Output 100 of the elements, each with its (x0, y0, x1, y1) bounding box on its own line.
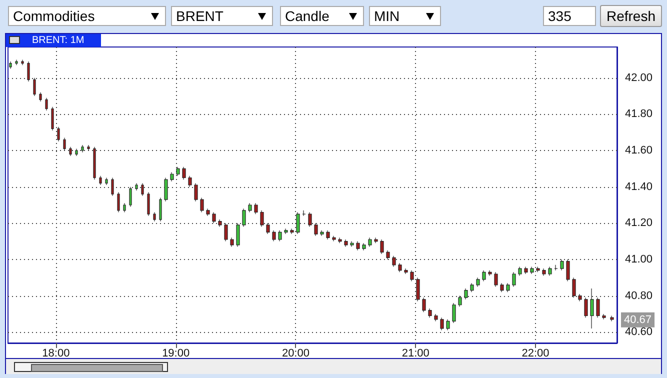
y-tick-label: 41.20 (625, 217, 653, 230)
candlestick (362, 242, 366, 251)
candlestick (45, 98, 48, 111)
candlestick (560, 259, 564, 271)
candlestick (452, 302, 456, 324)
candlestick (51, 106, 54, 131)
y-tick-label: 41.60 (625, 144, 653, 157)
candlestick (296, 212, 300, 234)
candlestick (416, 277, 420, 302)
candlestick (93, 146, 96, 180)
candlestick (9, 61, 12, 70)
x-tick-label: 20:00 (282, 348, 310, 360)
candlestick (153, 212, 156, 222)
candlestick (117, 192, 120, 213)
candlestick (518, 266, 522, 276)
candlestick (111, 177, 114, 196)
candlestick (356, 241, 360, 251)
candlestick (542, 268, 546, 276)
candlestick (236, 222, 240, 248)
candlestick (572, 277, 576, 298)
candlestick (380, 239, 384, 254)
candlestick (524, 266, 528, 274)
candlestick (254, 202, 258, 214)
candlestick (242, 208, 246, 228)
candlestick (446, 319, 450, 331)
candlestick (512, 272, 516, 288)
x-tick-label: 22:00 (522, 348, 550, 360)
candlestick (506, 282, 510, 292)
candlestick (530, 266, 534, 274)
text: Candle (285, 8, 330, 24)
candlestick (99, 176, 102, 186)
candlestick (57, 126, 60, 142)
candlestick (338, 237, 342, 244)
candlestick (206, 208, 210, 216)
candlestick (164, 177, 168, 202)
candlestick (159, 197, 162, 222)
candlestick (260, 210, 264, 228)
candlestick (248, 202, 252, 213)
candlestick (135, 182, 138, 191)
candlestick (87, 144, 90, 151)
candlestick (494, 272, 498, 288)
text: 335 (548, 8, 572, 24)
candlestick (320, 230, 324, 236)
candlestick (314, 222, 318, 236)
candlestick (596, 297, 600, 318)
candlestick (230, 237, 234, 248)
candlestick (566, 259, 570, 282)
candlestick (488, 270, 492, 276)
candlestick (326, 230, 330, 240)
candlestick (610, 315, 614, 322)
candlestick (602, 314, 606, 320)
y-tick-label: 40.80 (625, 290, 653, 302)
candlestick (392, 256, 396, 268)
chart-title: BRENT: 1M (32, 34, 84, 47)
candlestick (344, 239, 348, 248)
candlestick (374, 237, 378, 244)
candlestick (224, 222, 228, 242)
x-tick-label: 19:00 (162, 348, 190, 360)
candlestick (272, 230, 276, 242)
candlestick (147, 192, 150, 216)
candlestick (200, 197, 204, 213)
candlestick (278, 230, 282, 242)
text: Commodities (13, 8, 95, 24)
candlestick (308, 212, 312, 228)
candlestick (194, 182, 198, 202)
candlestick (536, 266, 540, 272)
x-tick-label: 21:00 (402, 348, 430, 360)
candlestick (15, 59, 18, 66)
candlestick (434, 314, 438, 322)
y-tick-label: 41.40 (625, 180, 653, 193)
candlestick (476, 277, 480, 288)
candlestick (176, 166, 180, 176)
candlestick (584, 297, 588, 318)
candlestick (470, 282, 474, 292)
candlestick (458, 295, 462, 307)
candlestick (123, 202, 126, 213)
y-tick-label: 41.80 (625, 108, 653, 120)
candlestick (81, 144, 84, 153)
candlestick (141, 182, 144, 196)
text: BRENT (176, 8, 224, 24)
candlestick (75, 148, 78, 156)
candlestick (554, 264, 558, 271)
candlestick (284, 228, 288, 234)
text: Refresh (600, 5, 662, 27)
candlestick (21, 59, 24, 66)
x-tick-label: 18:00 (42, 348, 70, 360)
candlestick (105, 177, 108, 186)
candlestick (63, 138, 66, 151)
candlestick (350, 241, 354, 248)
candlestick (182, 166, 186, 180)
candlestick (482, 270, 486, 282)
y-tick-label: 41.00 (625, 253, 653, 266)
candlestick (578, 294, 582, 302)
candlestick (212, 212, 216, 224)
candlestick (398, 262, 402, 272)
candlestick (170, 172, 174, 182)
candlestick (39, 92, 42, 102)
y-tick-label: 40.60 (625, 326, 653, 338)
candlestick (266, 222, 270, 234)
candlestick (332, 236, 336, 242)
